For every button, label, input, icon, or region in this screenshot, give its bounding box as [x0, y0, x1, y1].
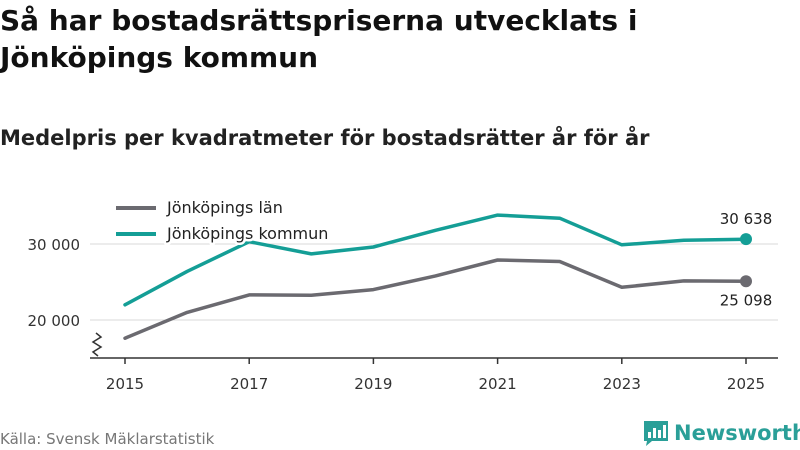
end-point-marker: [740, 233, 752, 246]
x-tick-label: 2025: [727, 375, 765, 393]
end-point-marker: [740, 275, 752, 288]
y-tick-label: 30 000: [28, 236, 81, 254]
axis-break-icon: [91, 332, 103, 357]
series-line: [123, 258, 748, 340]
brand-logo: Newsworthy: [644, 418, 800, 448]
x-tick-label: 2023: [603, 375, 641, 393]
source-note: Källa: Svensk Mäklarstatistik: [0, 430, 215, 448]
bar-chart-icon: [644, 421, 668, 446]
series-line: [123, 213, 748, 307]
chart-title: Så har bostadsrättspriserna utvecklats i…: [0, 4, 638, 74]
legend-label: Jönköpings kommun: [166, 224, 328, 243]
y-tick-label: 20 000: [28, 312, 81, 330]
x-tick-label: 2021: [479, 375, 517, 393]
end-data-label: 25 098: [720, 291, 773, 309]
legend-label: Jönköpings län: [166, 198, 283, 217]
end-data-label: 30 638: [720, 210, 773, 228]
x-tick-label: 2017: [230, 375, 268, 393]
x-tick-label: 2015: [106, 375, 144, 393]
brand-name: Newsworthy: [674, 421, 800, 445]
chart-subtitle: Medelpris per kvadratmeter för bostadsrä…: [0, 126, 650, 150]
x-tick-label: 2019: [354, 375, 392, 393]
